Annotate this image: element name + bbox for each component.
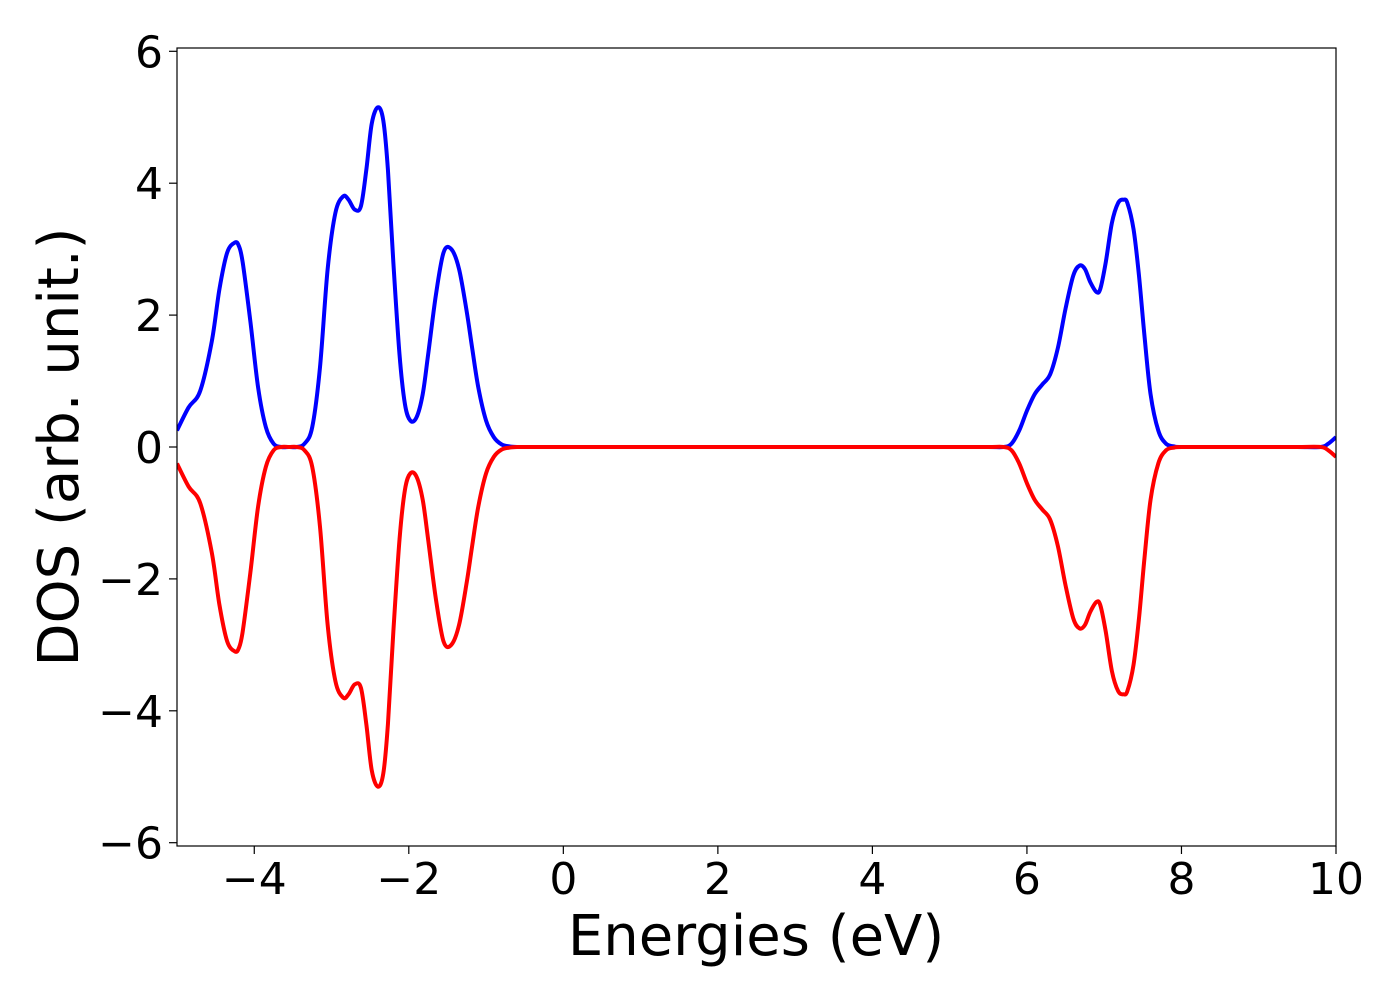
plot-frame	[176, 47, 1337, 847]
y-tick-label: 0	[135, 423, 163, 474]
y-tick-label: −4	[98, 687, 163, 738]
ticks: −4 −2 0 2 4 6 8 10 6 4 2 0 −2 −4 −6	[98, 27, 1364, 905]
x-tick-label: 8	[1167, 854, 1195, 905]
series-line-red	[177, 444, 1336, 789]
x-tick-label: −4	[222, 854, 287, 905]
y-tick-label: 6	[135, 27, 163, 78]
x-axis-label: Energies (eV)	[568, 904, 944, 969]
y-axis-label: DOS (arb. unit.)	[27, 227, 92, 666]
x-tick-label: 10	[1308, 854, 1364, 905]
x-tick-label: −2	[376, 854, 441, 905]
y-tick-label: 2	[135, 291, 163, 342]
y-tick-label: −2	[98, 555, 163, 606]
x-tick-label: 6	[1013, 854, 1041, 905]
y-tick-label: 4	[135, 159, 163, 210]
x-tick-label: 0	[549, 854, 577, 905]
x-tick-label: 2	[704, 854, 732, 905]
y-tick-label: −6	[98, 819, 163, 870]
x-tick-label: 4	[858, 854, 886, 905]
